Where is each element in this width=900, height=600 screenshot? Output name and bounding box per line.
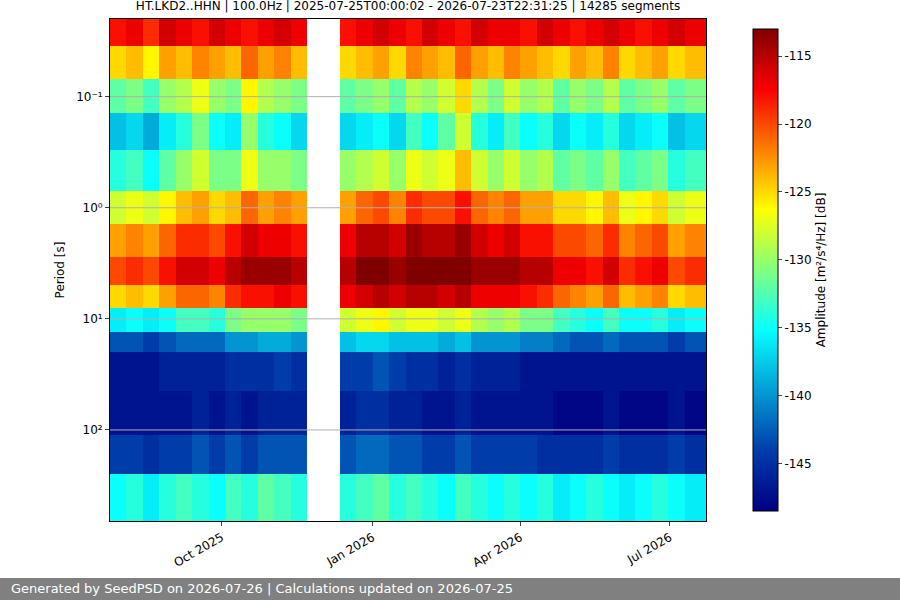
svg-text:-120: -120 <box>784 117 811 131</box>
svg-text:-115: -115 <box>784 49 811 63</box>
svg-text:-140: -140 <box>784 389 811 403</box>
svg-text:-130: -130 <box>784 253 811 267</box>
svg-text:-125: -125 <box>784 185 811 199</box>
svg-text:Oct 2025: Oct 2025 <box>171 530 226 570</box>
svg-text:Apr 2026: Apr 2026 <box>470 530 525 570</box>
svg-text:HT.LKD2..HHN | 100.0Hz | 2025-: HT.LKD2..HHN | 100.0Hz | 2025-07-25T00:0… <box>136 0 680 13</box>
svg-text:-135: -135 <box>784 321 811 335</box>
svg-text:10⁻¹: 10⁻¹ <box>76 90 103 104</box>
svg-text:10²: 10² <box>83 423 103 437</box>
svg-text:Jul 2026: Jul 2026 <box>624 530 674 567</box>
svg-text:Jan 2026: Jan 2026 <box>324 530 378 569</box>
svg-text:10¹: 10¹ <box>83 312 103 326</box>
svg-text:-145: -145 <box>784 457 811 471</box>
svg-text:Generated by SeedPSD on 2026-0: Generated by SeedPSD on 2026-07-26 | Cal… <box>11 581 513 596</box>
svg-text:Period [s]: Period [s] <box>53 242 67 299</box>
svg-text:10⁰: 10⁰ <box>83 201 103 215</box>
svg-text:Amplitude [m²/s⁴/Hz] [dB]: Amplitude [m²/s⁴/Hz] [dB] <box>814 193 828 348</box>
